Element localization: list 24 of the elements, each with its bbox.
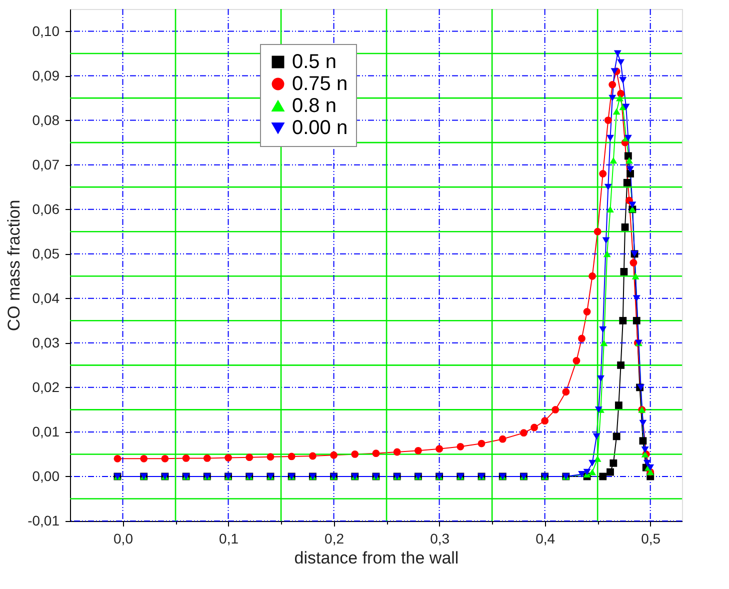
y-tick-label: 0,01 (32, 423, 60, 440)
legend-label: 0.75 n (292, 73, 348, 95)
legend-label: 0.00 n (292, 117, 348, 139)
x-tick-label: 0,2 (324, 530, 344, 546)
y-tick-label: 0,04 (32, 290, 60, 306)
y-tick-label: 0,08 (32, 112, 60, 128)
y-tick-label: 0,07 (32, 156, 60, 172)
x-tick-label: 0,0 (114, 530, 134, 546)
y-tick-label: 0,09 (32, 67, 60, 84)
y-tick-label: 0,02 (32, 378, 60, 395)
y-tick-label: 0,05 (32, 245, 60, 262)
x-axis-title: distance from the wall (294, 548, 459, 568)
y-tick-label: -0,01 (28, 512, 60, 528)
legend-label: 0.5 n (292, 51, 336, 73)
x-tick-label: 0,1 (219, 530, 239, 546)
legend-label: 0.8 n (292, 95, 336, 117)
x-tick-label: 0,3 (430, 530, 450, 546)
y-axis-title: CO mass fraction (4, 200, 24, 332)
y-tick-label: 0,03 (32, 334, 60, 350)
x-tick-label: 0,5 (641, 530, 661, 546)
x-tick-label: 0,4 (536, 530, 556, 546)
y-tick-label: 0,10 (32, 22, 60, 39)
y-tick-label: 0,06 (32, 200, 60, 217)
y-tick-label: 0,00 (32, 468, 60, 484)
